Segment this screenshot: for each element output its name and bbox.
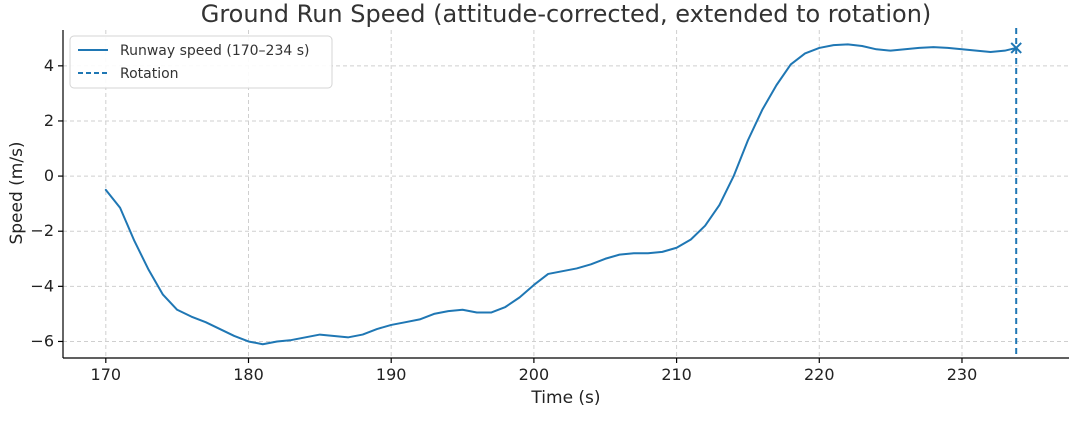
y-tick-label: 4 [44,56,54,75]
ticks-layer: 170 180 190 200 210 220 230 −6 −4 −2 0 2 4 [30,56,977,384]
x-axis-label: Time (s) [530,388,600,408]
x-tick-label: 200 [519,365,550,384]
x-tick-label: 220 [804,365,835,384]
axes-layer [62,30,1069,359]
legend-label-rotation: Rotation [120,66,179,82]
y-tick-label: −4 [30,276,54,295]
x-tick-label: 190 [376,365,407,384]
x-tick-label: 230 [947,365,978,384]
legend: Runway speed (170–234 s) Rotation [69,35,333,89]
x-tick-label: 180 [233,365,264,384]
y-tick-label: 2 [44,111,54,130]
y-axis-label: Speed (m/s) [7,141,27,244]
runway-speed-line [104,43,1018,346]
grid-layer [63,30,1069,358]
rotation-marker [1010,42,1022,54]
series-layer [104,28,1022,358]
legend-label-runway-speed: Runway speed (170–234 s) [120,43,309,59]
legend-box [69,35,333,89]
chart-title: Ground Run Speed (attitude-corrected, ex… [201,0,932,28]
x-tick-label: 210 [661,365,692,384]
y-tick-label: −2 [30,221,54,240]
x-tick-label: 170 [91,365,122,384]
y-tick-label: −6 [30,331,54,350]
y-tick-label: 0 [44,166,54,185]
